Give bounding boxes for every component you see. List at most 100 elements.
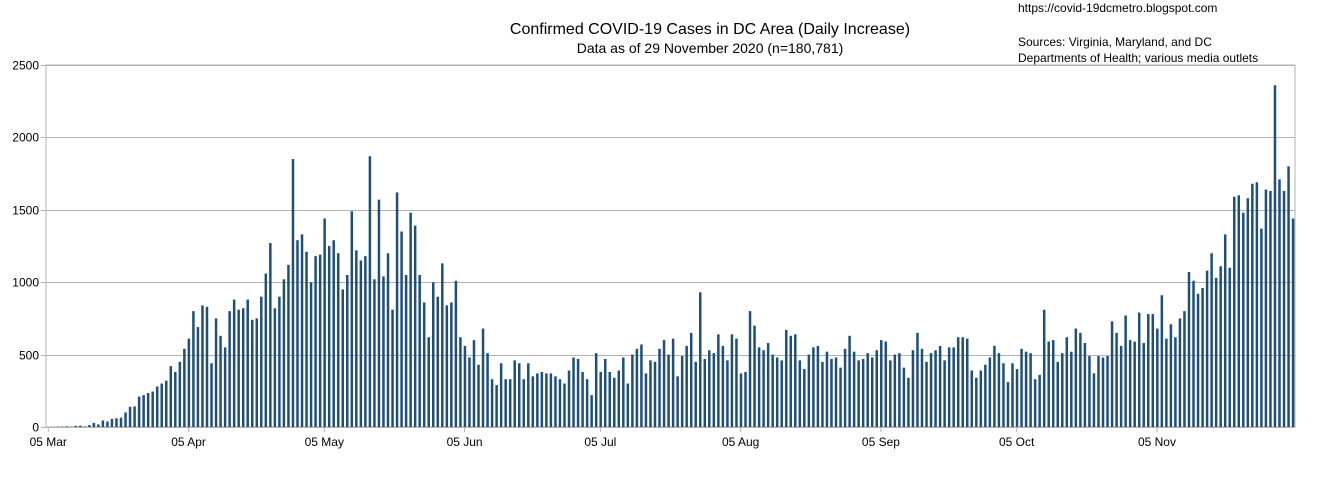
x-tick-label: 05 Jul bbox=[584, 435, 616, 449]
bar bbox=[454, 280, 458, 427]
bar bbox=[984, 364, 987, 427]
bar bbox=[649, 360, 652, 427]
bar bbox=[518, 363, 521, 427]
bar bbox=[504, 379, 507, 427]
x-tick-label: 05 May bbox=[305, 435, 344, 449]
bar bbox=[1264, 189, 1268, 427]
bar bbox=[1006, 382, 1010, 427]
bar bbox=[1201, 287, 1204, 427]
bar bbox=[386, 253, 390, 427]
bar bbox=[391, 309, 394, 427]
bar bbox=[323, 218, 326, 427]
bar bbox=[151, 391, 154, 427]
bar bbox=[943, 360, 946, 427]
bar bbox=[1033, 379, 1037, 427]
bar bbox=[192, 311, 195, 427]
bar bbox=[101, 420, 105, 427]
bar bbox=[617, 370, 621, 427]
bar bbox=[219, 335, 222, 427]
bar bbox=[359, 260, 363, 427]
y-tick-label: 1500 bbox=[12, 204, 39, 218]
bar bbox=[1169, 324, 1173, 427]
bar bbox=[843, 348, 847, 427]
bar bbox=[1160, 295, 1164, 427]
bar bbox=[581, 371, 584, 427]
bar bbox=[1024, 351, 1028, 427]
bar bbox=[712, 353, 716, 427]
bar bbox=[296, 240, 299, 427]
bar bbox=[165, 380, 168, 427]
bar bbox=[291, 159, 295, 427]
bar bbox=[1214, 277, 1218, 427]
bar bbox=[680, 356, 684, 427]
bar bbox=[938, 345, 942, 427]
bar bbox=[730, 334, 734, 427]
bar bbox=[644, 373, 648, 427]
bar bbox=[450, 302, 453, 427]
bar bbox=[445, 305, 449, 427]
bar bbox=[848, 335, 851, 427]
bar bbox=[667, 354, 670, 427]
bar bbox=[260, 296, 263, 427]
y-tick-label: 2000 bbox=[12, 131, 39, 145]
bar bbox=[364, 256, 367, 427]
bar bbox=[287, 264, 290, 427]
bar bbox=[934, 350, 937, 427]
bar bbox=[1251, 183, 1254, 427]
bar bbox=[834, 357, 838, 427]
bar bbox=[1147, 314, 1150, 427]
bar bbox=[1183, 311, 1186, 427]
bar bbox=[961, 337, 964, 427]
bar bbox=[852, 351, 856, 427]
bar bbox=[346, 274, 349, 427]
bar bbox=[1196, 293, 1200, 427]
bar bbox=[1015, 369, 1019, 427]
bar bbox=[920, 348, 924, 427]
bar bbox=[155, 386, 159, 427]
bar bbox=[662, 340, 666, 427]
bar bbox=[1110, 321, 1114, 427]
bar bbox=[880, 340, 883, 427]
bar bbox=[784, 329, 788, 427]
bar bbox=[1042, 309, 1046, 427]
bar bbox=[110, 418, 114, 427]
bar bbox=[1056, 361, 1059, 427]
bar bbox=[794, 334, 797, 427]
bar bbox=[146, 392, 150, 427]
bar bbox=[893, 354, 897, 427]
bar bbox=[771, 354, 774, 427]
bar bbox=[567, 370, 571, 427]
bar bbox=[911, 350, 915, 427]
bar bbox=[400, 231, 403, 427]
bar bbox=[422, 302, 426, 427]
bar bbox=[825, 351, 829, 427]
bar bbox=[563, 383, 566, 427]
bar bbox=[278, 296, 281, 427]
bar bbox=[717, 334, 720, 427]
bar bbox=[613, 377, 616, 427]
bar bbox=[214, 318, 218, 427]
bar bbox=[1178, 318, 1182, 427]
bar bbox=[1137, 312, 1141, 427]
bar bbox=[522, 379, 526, 427]
bar bbox=[210, 363, 213, 427]
bar bbox=[635, 348, 639, 427]
bar bbox=[436, 296, 440, 427]
bar bbox=[418, 274, 421, 427]
bar bbox=[119, 417, 123, 427]
bar bbox=[427, 337, 430, 427]
bar bbox=[1074, 328, 1078, 427]
bar bbox=[237, 309, 240, 427]
bar bbox=[432, 282, 435, 427]
bar bbox=[1287, 166, 1290, 428]
bar bbox=[463, 345, 467, 427]
bar bbox=[590, 395, 593, 427]
bar bbox=[599, 371, 602, 427]
bar bbox=[169, 366, 173, 427]
bar bbox=[133, 406, 136, 427]
sources-line-1: Sources: Virginia, Maryland, and DC bbox=[1018, 35, 1212, 49]
bar bbox=[314, 256, 317, 427]
bar bbox=[477, 364, 480, 427]
bar bbox=[676, 376, 679, 427]
bar bbox=[545, 373, 548, 427]
